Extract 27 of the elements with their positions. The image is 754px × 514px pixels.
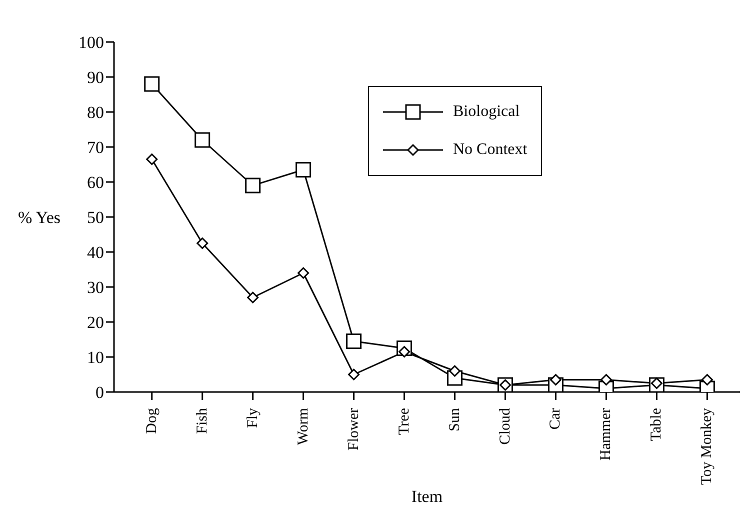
x-tick-label: Toy Monkey — [699, 408, 716, 485]
x-tick-label: Dog — [144, 408, 160, 434]
x-tick-label: Hammer — [598, 408, 614, 460]
y-tick-label: 70 — [87, 138, 104, 158]
x-tick-label: Sun — [446, 408, 463, 432]
legend-label: No Context — [453, 141, 528, 159]
y-tick-label: 90 — [87, 68, 104, 88]
y-axis-title: % Yes — [18, 208, 61, 228]
legend-label: Biological — [453, 103, 520, 121]
y-tick-label: 80 — [87, 103, 104, 122]
x-tick-label: Fly — [244, 408, 261, 428]
y-tick-label: 20 — [87, 313, 104, 332]
y-tick-label: 40 — [87, 243, 104, 262]
y-tick-label: 50 — [87, 208, 104, 228]
x-tick-label: Tree — [396, 408, 412, 435]
x-tick-label: Fish — [194, 408, 210, 434]
x-tick-label: Car — [548, 408, 564, 430]
y-tick-label: 100 — [78, 33, 104, 52]
y-tick-label: 0 — [96, 383, 104, 402]
x-tick-label: Table — [648, 408, 665, 442]
x-tick-label: Worm — [295, 408, 312, 446]
y-tick-label: 10 — [87, 348, 104, 368]
y-tick-label: 30 — [87, 278, 104, 298]
x-tick-label: Cloud — [497, 408, 514, 445]
x-tick-label: Flower — [346, 408, 362, 450]
y-tick-label: 60 — [87, 173, 104, 192]
x-axis-title: Item — [411, 487, 443, 506]
